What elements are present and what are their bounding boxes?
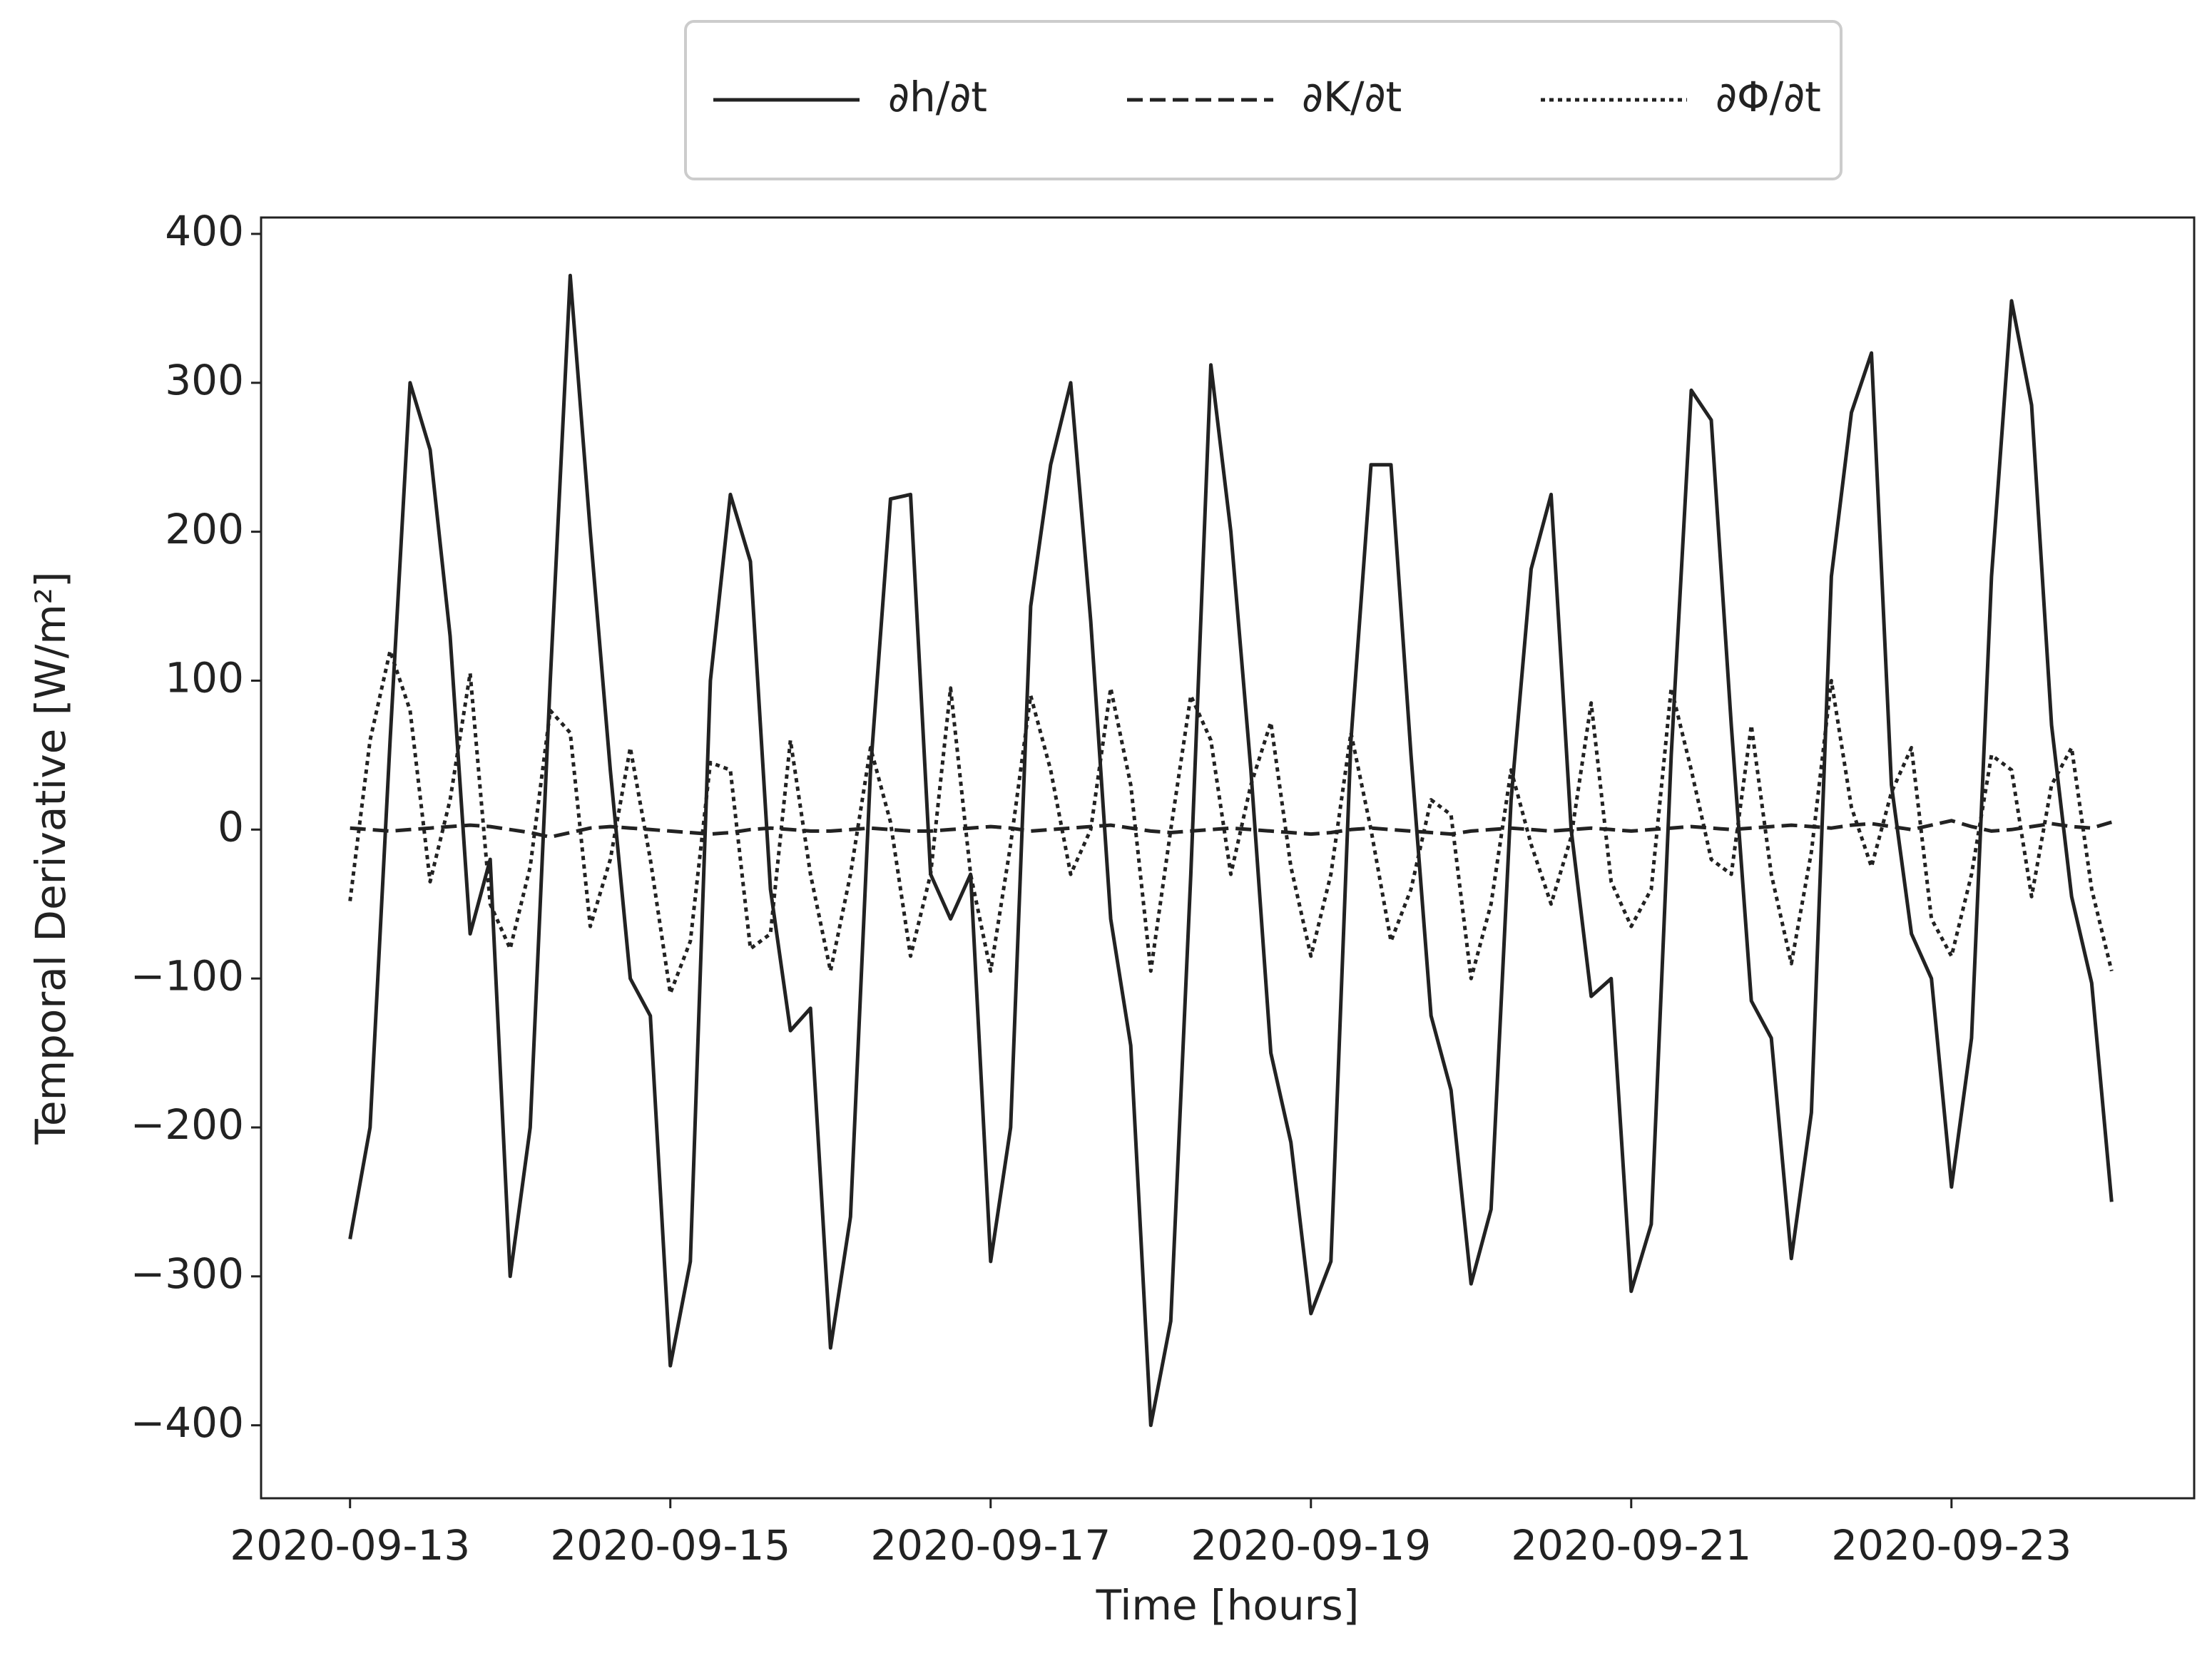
x-axis-label: Time [hours] [1096, 1581, 1360, 1629]
x-tick-label: 2020-09-15 [550, 1521, 790, 1570]
y-tick-label: −300 [131, 1249, 244, 1298]
y-tick-label: −100 [131, 951, 244, 1000]
legend-label: ∂Φ/∂t [1716, 73, 1821, 121]
x-tick-label: 2020-09-13 [230, 1521, 470, 1570]
series-line [350, 819, 2113, 839]
x-tick-label: 2020-09-17 [870, 1521, 1111, 1570]
plot-frame [260, 216, 2196, 1500]
legend-box [684, 20, 1843, 180]
legend-label: ∂K/∂t [1302, 73, 1402, 121]
legend-label: ∂h/∂t [888, 73, 987, 121]
y-tick-label: −400 [131, 1398, 244, 1447]
series-line [348, 273, 2114, 1428]
y-tick-label: 100 [165, 654, 244, 702]
y-tick-label: 400 [165, 207, 244, 255]
y-tick-label: 0 [218, 802, 244, 851]
series-line [348, 649, 2114, 996]
y-tick-label: −200 [131, 1100, 244, 1149]
y-tick-label: 200 [165, 505, 244, 553]
y-axis-label: Temporal Derivative [W/m²] [26, 571, 75, 1145]
x-tick-label: 2020-09-23 [1831, 1521, 2071, 1570]
y-tick-label: 300 [165, 356, 244, 404]
x-tick-label: 2020-09-19 [1191, 1521, 1431, 1570]
x-tick-label: 2020-09-21 [1511, 1521, 1751, 1570]
